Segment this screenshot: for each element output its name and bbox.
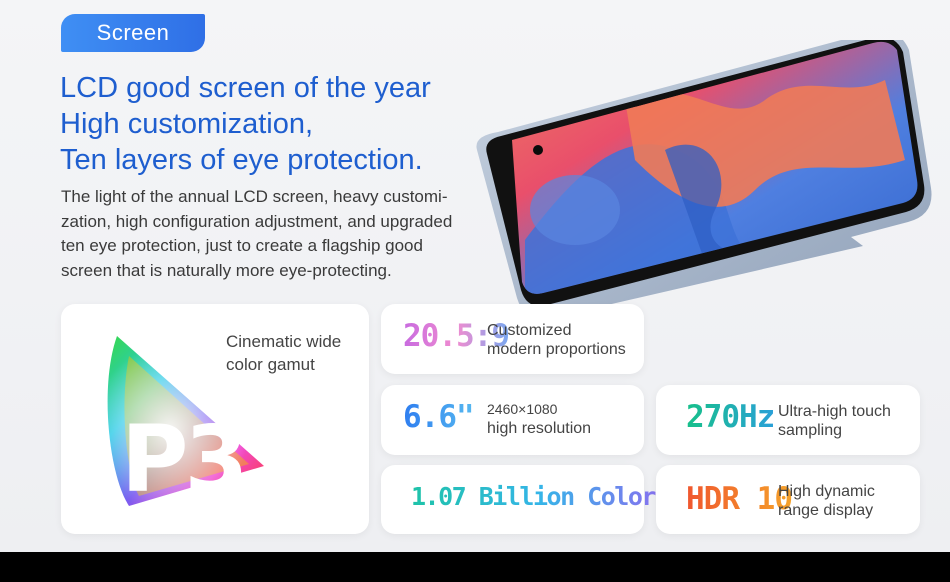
ratio-caption-line-1: Customized bbox=[487, 322, 572, 339]
description: The light of the annual LCD screen, heav… bbox=[61, 185, 501, 283]
feature-card-hdr: HDR 10 High dynamic range display bbox=[656, 465, 920, 534]
feature-card-size: 6.6" 2460×1080 high resolution bbox=[381, 385, 644, 455]
ratio-caption: Customized modern proportions bbox=[487, 321, 626, 359]
headline-line-2: High customization, bbox=[60, 108, 314, 140]
size-value: 6.6" bbox=[403, 399, 475, 435]
bottom-bar bbox=[0, 552, 950, 582]
size-caption-line-1: 2460×1080 bbox=[487, 401, 558, 417]
hdr-value: HDR 10 bbox=[686, 481, 793, 517]
phone-image bbox=[476, 40, 932, 319]
touch-value: 270Hz bbox=[686, 399, 775, 435]
hdr-caption-line-1: High dynamic bbox=[778, 483, 875, 500]
touch-caption: Ultra-high touch sampling bbox=[778, 402, 891, 440]
touch-caption-line-1: Ultra-high touch bbox=[778, 403, 891, 420]
feature-card-ratio: 20.5:9 Customized modern proportions bbox=[381, 304, 644, 374]
hdr-caption: High dynamic range display bbox=[778, 482, 875, 520]
size-caption-line-2: high resolution bbox=[487, 420, 592, 437]
touch-caption-line-2: sampling bbox=[778, 422, 843, 439]
feature-card-touch: 270Hz Ultra-high touch sampling bbox=[656, 385, 920, 455]
feature-card-colors: 1.07 Billion Colors bbox=[381, 465, 670, 534]
description-line-1: The light of the annual LCD screen, heav… bbox=[61, 187, 448, 206]
product-feature-page: Screen LCD good screen of the year High … bbox=[0, 0, 950, 552]
p3-card: P3 Cinematic wide color gamut bbox=[61, 304, 369, 534]
p3-caption-line-2: color gamut bbox=[226, 355, 315, 374]
p3-caption-line-1: Cinematic wide bbox=[226, 332, 342, 351]
p3-gamut-logo: P3 bbox=[107, 336, 264, 511]
section-tag: Screen bbox=[61, 14, 205, 52]
headline-line-3: Ten layers of eye protection. bbox=[60, 144, 423, 176]
p3-caption: Cinematic wide color gamut bbox=[226, 330, 341, 376]
colors-value: 1.07 Billion Colors bbox=[411, 482, 670, 511]
size-caption: 2460×1080 high resolution bbox=[487, 400, 591, 438]
description-line-3: ten eye protection, just to create a fla… bbox=[61, 236, 423, 255]
ratio-caption-line-2: modern proportions bbox=[487, 341, 626, 358]
ratio-value: 20.5:9 bbox=[403, 318, 510, 354]
description-line-4: screen that is naturally more eye-protec… bbox=[61, 260, 392, 280]
headline-line-1: LCD good screen of the year bbox=[60, 72, 431, 104]
headline: LCD good screen of the year High customi… bbox=[60, 70, 431, 178]
description-line-2: zation, high configuration adjustment, a… bbox=[61, 211, 453, 231]
hdr-caption-line-2: range display bbox=[778, 502, 874, 519]
p3-logo-text: P3 bbox=[121, 406, 244, 511]
